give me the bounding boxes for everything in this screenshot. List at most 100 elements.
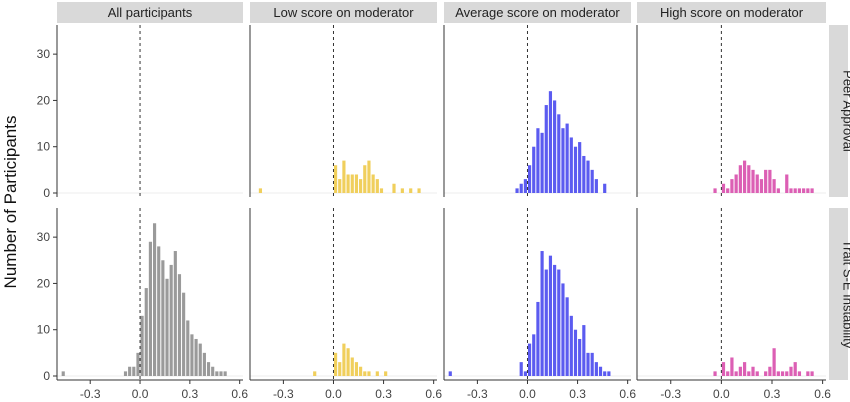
bar-1-3-2 [726,371,730,376]
y-tick-label-1-2: 20 [37,276,51,290]
bar-0-1-15 [409,188,413,193]
bar-0-3-2 [726,188,730,193]
y-tick-label-1-1: 10 [37,323,51,337]
bar-1-0-8 [152,223,157,376]
bar-1-3-19 [806,371,810,376]
x-tick-label-2-3: 0.6 [619,387,636,401]
bar-0-1-3 [342,160,346,193]
bar-0-3-4 [734,174,738,193]
bar-0-1-2 [338,179,342,193]
bar-0-3-19 [802,188,806,193]
y-tick-label-1-3: 30 [37,230,51,244]
bar-1-2-14 [573,329,578,376]
bar-0-3-6 [742,160,747,193]
bar-0-2-13 [569,137,573,193]
bar-1-3-9 [755,371,759,376]
bar-1-0-4 [136,352,140,376]
strip-col-3 [637,2,826,23]
bar-1-3-10 [764,371,768,376]
bar-1-0-5 [140,315,144,376]
bar-1-3-6 [742,362,747,376]
bar-1-0-0 [61,371,65,376]
bar-0-1-9 [367,160,371,193]
bar-1-0-14 [177,274,182,376]
bar-0-2-20 [603,183,607,193]
x-tick-label-2-0: -0.3 [467,387,488,401]
x-tick-label-0-1: 0.0 [132,387,149,401]
bar-0-3-9 [755,174,759,193]
bar-1-1-10 [375,371,379,376]
bar-1-3-12 [772,348,776,376]
bar-1-2-0 [448,371,452,376]
bar-0-1-12 [379,188,384,193]
x-tick-label-2-2: 0.3 [569,387,586,401]
x-tick-label-3-3: 0.6 [814,387,831,401]
bar-0-2-6 [540,132,544,193]
strip-label-1: Low score on moderator [273,5,414,20]
bar-0-1-11 [375,179,379,193]
bar-1-1-5 [350,357,354,376]
bar-1-2-10 [557,269,561,376]
x-tick-label-3-2: 0.3 [764,387,781,401]
x-tick-label-3-1: 0.0 [713,387,730,401]
bar-0-3-18 [797,188,802,193]
bar-0-3-11 [764,169,768,193]
bar-1-0-15 [182,292,186,376]
bar-1-1-4 [346,348,350,376]
bar-0-2-2 [523,179,527,193]
bar-0-2-4 [532,146,536,193]
bar-0-3-10 [759,179,764,193]
x-tick-label-1-2: 0.3 [375,387,392,401]
bar-1-3-1 [721,362,726,376]
x-tick-label-0-0: -0.3 [80,387,101,401]
bar-0-1-14 [400,188,404,193]
bar-0-1-6 [354,174,359,193]
row-facet-label-0: Peer Approval [841,70,850,152]
bar-1-3-5 [738,366,742,376]
bar-1-3-3 [730,357,734,376]
bar-0-3-15 [785,174,789,193]
bar-0-1-5 [350,174,354,193]
bar-1-2-17 [586,352,590,376]
bar-1-0-19 [198,343,202,376]
bar-1-2-3 [527,343,532,376]
bar-1-1-2 [338,362,342,376]
bar-1-2-12 [565,297,569,376]
bar-1-1-3 [342,343,346,376]
bar-0-3-12 [768,169,772,193]
bar-1-0-25 [223,371,227,376]
bar-1-2-22 [607,371,611,376]
strip-row-1 [829,208,848,380]
bar-0-3-14 [776,188,780,193]
x-tick-label-0-3: 0.6 [231,387,248,401]
bar-0-3-20 [806,188,810,193]
bar-1-1-0 [313,371,317,376]
bar-0-2-14 [573,146,578,193]
bar-0-2-11 [561,128,565,193]
bar-1-0-16 [186,320,190,376]
bar-1-3-18 [797,371,802,376]
bar-0-3-8 [751,169,755,193]
bar-1-0-20 [202,352,206,376]
bar-1-3-4 [734,371,738,376]
bar-1-2-2 [523,371,527,376]
bar-1-0-10 [161,260,165,376]
bar-0-3-16 [789,188,793,193]
bar-1-2-21 [603,371,607,376]
bar-0-2-8 [548,91,553,193]
bar-1-0-21 [206,362,211,376]
x-tick-label-0-2: 0.3 [182,387,199,401]
bar-1-3-11 [768,366,772,376]
bar-1-1-7 [359,366,363,376]
bar-1-2-16 [582,325,586,376]
bar-1-2-5 [536,301,540,376]
bar-1-1-1 [333,352,338,376]
bar-0-2-17 [586,160,590,193]
strip-label-2: Average score on moderator [455,5,620,20]
strip-label-0: All participants [108,5,193,20]
bar-1-1-8 [363,371,367,376]
bar-1-2-11 [561,283,565,376]
bar-1-0-18 [194,338,198,376]
bar-1-0-23 [215,371,219,376]
bar-0-3-21 [810,188,814,193]
